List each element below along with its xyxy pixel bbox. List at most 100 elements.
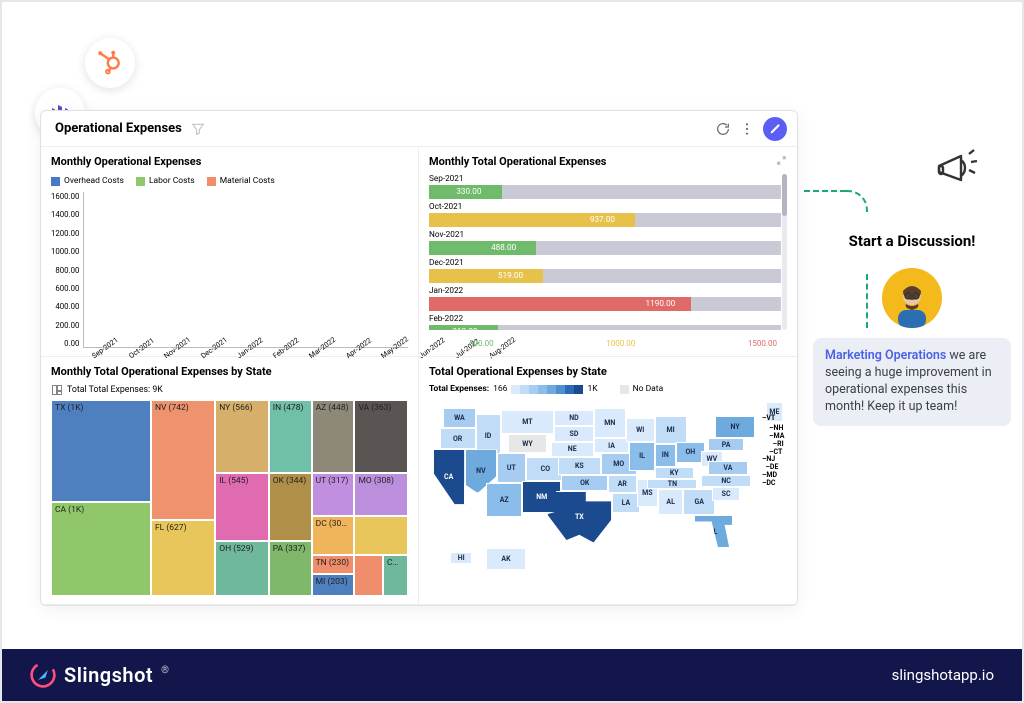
state-AL[interactable]: AL [658, 489, 683, 515]
state-NM[interactable]: NM [522, 481, 561, 513]
hbar-row: Sep-2021 330.00 [429, 174, 781, 199]
treemap-tile[interactable]: IN (478) [269, 400, 312, 473]
state-TX[interactable]: TX [547, 491, 611, 542]
dashboard-titlebar: Operational Expenses [41, 111, 797, 147]
hbar-x-axis: 500.001000.001500.00 [469, 339, 777, 348]
state-VA[interactable]: VA [708, 461, 747, 475]
more-icon[interactable] [739, 121, 755, 137]
state-IN[interactable]: IN [655, 444, 676, 468]
state-IL[interactable]: IL [629, 442, 654, 472]
treemap-card: Monthly Total Operational Expenses by St… [41, 357, 419, 605]
map-legend-label: Total Expenses: [429, 384, 489, 394]
brand-name: Slingshot [64, 663, 153, 687]
state-CA[interactable]: CA [433, 449, 465, 504]
start-discussion-heading: Start a Discussion! [817, 232, 1007, 250]
treemap-tile[interactable]: DC (30… [312, 516, 355, 555]
treemap-tile[interactable]: UT (317) [312, 473, 355, 516]
state-IA[interactable]: IA [594, 438, 630, 454]
hbar-row: Jan-2022 1190.00 [429, 286, 781, 311]
refresh-icon[interactable] [715, 121, 731, 137]
state-FL[interactable]: FL [694, 515, 733, 549]
treemap-tile[interactable]: C… [383, 555, 408, 596]
stacked-bar-card: Monthly Operational Expenses Overhead Co… [41, 147, 419, 357]
state-WA[interactable]: WA [443, 408, 475, 428]
card-title: Monthly Total Operational Expenses by St… [51, 365, 408, 378]
comment-bubble: Marketing Operations we are seeing a hug… [813, 338, 1011, 426]
us-map: WAORCAIDNVUTAZMTWYCONMNDSDNEKSOKTXMNIAMO… [429, 398, 787, 596]
hbar-row: Feb-2022 312.00 [429, 314, 781, 330]
state-label-NH: –NH [769, 424, 783, 432]
nodata-swatch [620, 385, 629, 394]
card-title: Monthly Operational Expenses [51, 155, 408, 168]
treemap-total-label: Total Total Expenses: 9K [67, 385, 163, 395]
state-NC[interactable]: NC [701, 475, 751, 487]
state-MT[interactable]: MT [501, 410, 555, 434]
brand-bar: Slingshot ® slingshotapp.io [2, 649, 1022, 701]
treemap-tile[interactable]: PA (337) [269, 541, 312, 596]
state-PA[interactable]: PA [708, 438, 744, 452]
treemap-tile[interactable]: OK (344) [269, 473, 312, 542]
treemap-tile[interactable]: MO (308) [354, 473, 408, 516]
treemap-tile[interactable]: FL (627) [151, 520, 215, 596]
hbar-row: Oct-2021 937.00 [429, 202, 781, 227]
expand-icon[interactable] [776, 155, 787, 166]
megaphone-icon [931, 144, 979, 192]
state-UT[interactable]: UT [497, 453, 526, 483]
state-WI[interactable]: WI [626, 418, 655, 442]
treemap-tile[interactable]: TX (1K) [51, 400, 151, 502]
hubspot-icon [97, 50, 123, 76]
treemap-tile[interactable]: AZ (448) [312, 400, 355, 473]
state-label-MD: –MD [762, 471, 777, 479]
treemap-tile[interactable] [354, 555, 383, 596]
state-KY[interactable]: KY [655, 467, 694, 479]
dashboard-title: Operational Expenses [55, 121, 182, 136]
state-SC[interactable]: SC [712, 487, 741, 501]
state-MN[interactable]: MN [594, 408, 626, 438]
treemap-tile[interactable]: CA (1K) [51, 502, 151, 596]
map-legend-nodata: No Data [633, 384, 664, 394]
map-legend-max: 1K [587, 384, 597, 394]
filter-icon[interactable] [190, 121, 206, 137]
state-AR[interactable]: AR [608, 475, 637, 493]
treemap-tile[interactable]: TN (230) [312, 555, 355, 575]
state-SD[interactable]: SD [554, 426, 593, 442]
treemap-subtitle: Total Total Expenses: 9K [51, 384, 408, 396]
state-GA[interactable]: GA [683, 489, 715, 515]
dashboard-panel: Operational Expenses [40, 110, 798, 606]
treemap-tile[interactable] [354, 516, 408, 555]
hubspot-badge [85, 38, 135, 88]
state-WY[interactable]: WY [508, 434, 547, 454]
state-AK[interactable]: AK [486, 548, 525, 570]
state-ND[interactable]: ND [554, 410, 593, 426]
state-OR[interactable]: OR [440, 428, 476, 450]
treemap-tile[interactable]: IL (545) [215, 473, 269, 542]
state-label-VT: –VT [762, 414, 775, 422]
treemap-tile[interactable]: VA (363) [354, 400, 408, 473]
state-NE[interactable]: NE [551, 442, 594, 458]
state-HI[interactable]: HI [450, 552, 471, 564]
hbar-row: Dec-2021 519.00 [429, 258, 781, 283]
brand-logo: Slingshot ® [30, 662, 170, 688]
state-KS[interactable]: KS [558, 457, 601, 475]
hbar-row: Nov-2021 488.00 [429, 230, 781, 255]
treemap-tile[interactable]: OH (529) [215, 541, 269, 596]
state-AZ[interactable]: AZ [486, 483, 522, 517]
treemap-tile[interactable]: NY (566) [215, 400, 269, 473]
map-legend-min: 166 [493, 384, 507, 394]
state-label-DC: –DC [762, 479, 776, 487]
brand-url: slingshotapp.io [892, 666, 994, 684]
stacked-legend: Overhead CostsLabor CostsMaterial Costs [51, 176, 408, 186]
state-OK[interactable]: OK [561, 475, 608, 491]
stacked-y-axis: 1600.001400.001200.001000.00800.00600.00… [51, 192, 83, 348]
treemap-tile[interactable]: MI (203) [312, 574, 355, 596]
treemap-icon [51, 384, 63, 396]
state-NY[interactable]: NY [715, 416, 754, 438]
state-TN[interactable]: TN [647, 479, 697, 489]
edit-button[interactable] [763, 117, 787, 141]
card-title: Total Operational Expenses by State [429, 365, 787, 378]
slingshot-icon [30, 662, 56, 688]
pencil-icon [769, 122, 782, 135]
state-MI[interactable]: MI [655, 416, 687, 444]
scrollbar[interactable] [782, 174, 787, 330]
treemap-tile[interactable]: NV (742) [151, 400, 215, 520]
